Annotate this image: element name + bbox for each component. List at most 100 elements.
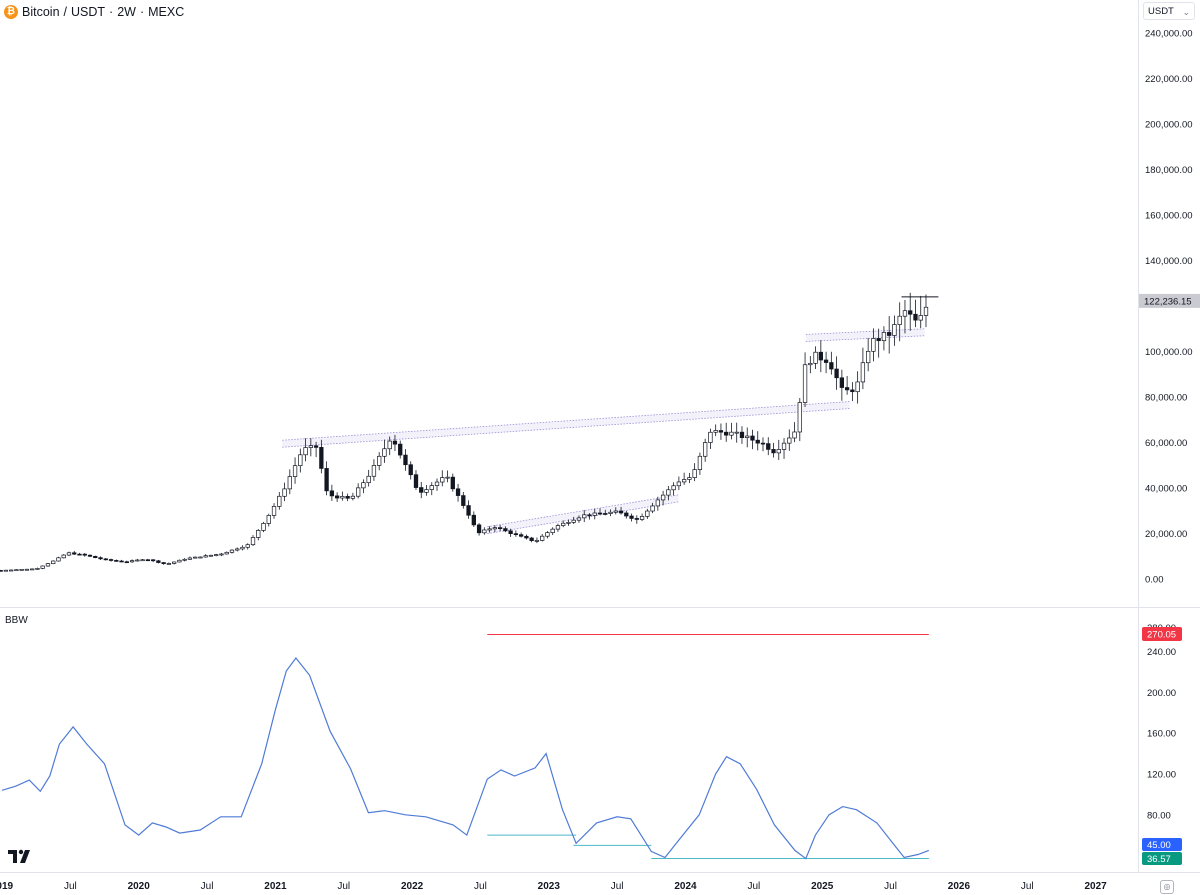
- candle[interactable]: [455, 488, 461, 496]
- candle[interactable]: [718, 430, 724, 433]
- candle[interactable]: [624, 512, 629, 517]
- candle[interactable]: [897, 315, 902, 325]
- candle[interactable]: [408, 464, 413, 476]
- candle[interactable]: [813, 351, 818, 364]
- candle[interactable]: [429, 485, 434, 490]
- candle[interactable]: [724, 431, 729, 436]
- candle[interactable]: [850, 389, 855, 393]
- candle[interactable]: [250, 537, 256, 546]
- candle[interactable]: [329, 490, 335, 497]
- candle[interactable]: [334, 495, 340, 499]
- candle[interactable]: [324, 468, 329, 492]
- candle[interactable]: [150, 559, 156, 562]
- candle[interactable]: [266, 515, 271, 524]
- candle[interactable]: [618, 510, 624, 514]
- candle[interactable]: [634, 518, 639, 520]
- candle[interactable]: [398, 443, 403, 456]
- candle[interactable]: [245, 544, 250, 548]
- candle[interactable]: [193, 556, 198, 559]
- candle[interactable]: [340, 496, 345, 499]
- candle[interactable]: [61, 554, 66, 559]
- candle[interactable]: [518, 534, 524, 537]
- candle[interactable]: [887, 332, 892, 336]
- candle[interactable]: [66, 552, 72, 556]
- candle[interactable]: [639, 516, 645, 520]
- candle[interactable]: [87, 554, 93, 557]
- candle[interactable]: [629, 515, 634, 519]
- candle[interactable]: [855, 381, 860, 393]
- candle[interactable]: [529, 537, 534, 542]
- candle[interactable]: [72, 552, 77, 555]
- candle[interactable]: [208, 554, 214, 557]
- candle[interactable]: [760, 442, 766, 445]
- candle[interactable]: [797, 402, 802, 433]
- candle[interactable]: [508, 530, 513, 535]
- candle[interactable]: [513, 533, 519, 536]
- trend-channel[interactable]: [805, 328, 925, 342]
- candle[interactable]: [135, 559, 140, 562]
- candle[interactable]: [119, 560, 124, 563]
- candle[interactable]: [655, 499, 660, 507]
- candle[interactable]: [108, 559, 114, 561]
- candle[interactable]: [734, 431, 739, 434]
- candle[interactable]: [597, 512, 603, 515]
- candle[interactable]: [387, 440, 392, 450]
- candle[interactable]: [555, 525, 561, 530]
- candle[interactable]: [492, 527, 498, 530]
- trend-channel[interactable]: [487, 494, 679, 534]
- candle[interactable]: [923, 306, 929, 316]
- candle[interactable]: [487, 528, 492, 531]
- candle[interactable]: [377, 455, 382, 466]
- candle[interactable]: [466, 505, 471, 516]
- candle[interactable]: [671, 485, 676, 491]
- candle[interactable]: [750, 435, 755, 441]
- candle[interactable]: [98, 557, 103, 560]
- candle[interactable]: [781, 442, 787, 450]
- candle[interactable]: [345, 496, 350, 499]
- candle[interactable]: [166, 563, 172, 565]
- candle[interactable]: [476, 524, 482, 534]
- candle[interactable]: [823, 359, 829, 363]
- candle[interactable]: [271, 506, 277, 516]
- candle[interactable]: [240, 546, 245, 550]
- candle[interactable]: [771, 449, 776, 454]
- candle[interactable]: [755, 439, 760, 444]
- candle[interactable]: [82, 553, 87, 556]
- candle[interactable]: [561, 522, 566, 526]
- candle[interactable]: [834, 368, 839, 379]
- candle[interactable]: [666, 489, 671, 496]
- candle[interactable]: [40, 565, 45, 569]
- candle[interactable]: [203, 555, 208, 558]
- symbol-header[interactable]: ₿ Bitcoin / USDT · 2W · MEXC: [4, 3, 184, 21]
- candle[interactable]: [256, 530, 261, 538]
- candle[interactable]: [692, 469, 697, 478]
- candle[interactable]: [3, 569, 9, 572]
- candle[interactable]: [161, 562, 166, 564]
- candle[interactable]: [687, 477, 692, 480]
- candle[interactable]: [303, 447, 308, 456]
- candle[interactable]: [918, 315, 923, 321]
- candle[interactable]: [292, 465, 298, 477]
- candle[interactable]: [908, 310, 913, 315]
- trend-channel-bottom[interactable]: [282, 408, 850, 448]
- indicator-label[interactable]: BBW: [5, 615, 28, 626]
- candle[interactable]: [645, 510, 650, 517]
- candle[interactable]: [681, 479, 687, 483]
- candle[interactable]: [319, 447, 324, 469]
- candle[interactable]: [350, 495, 356, 499]
- candle[interactable]: [524, 535, 529, 539]
- candle[interactable]: [592, 512, 597, 516]
- candle[interactable]: [787, 437, 792, 444]
- candle[interactable]: [482, 529, 487, 534]
- candle[interactable]: [382, 448, 387, 457]
- trend-channel[interactable]: [282, 401, 850, 448]
- candle[interactable]: [545, 532, 550, 537]
- candle[interactable]: [697, 455, 703, 470]
- candle[interactable]: [77, 553, 82, 556]
- candle[interactable]: [892, 324, 897, 336]
- candle[interactable]: [540, 535, 545, 541]
- candle[interactable]: [45, 563, 51, 567]
- candle[interactable]: [261, 523, 266, 531]
- candle[interactable]: [866, 350, 871, 364]
- candle[interactable]: [913, 313, 918, 321]
